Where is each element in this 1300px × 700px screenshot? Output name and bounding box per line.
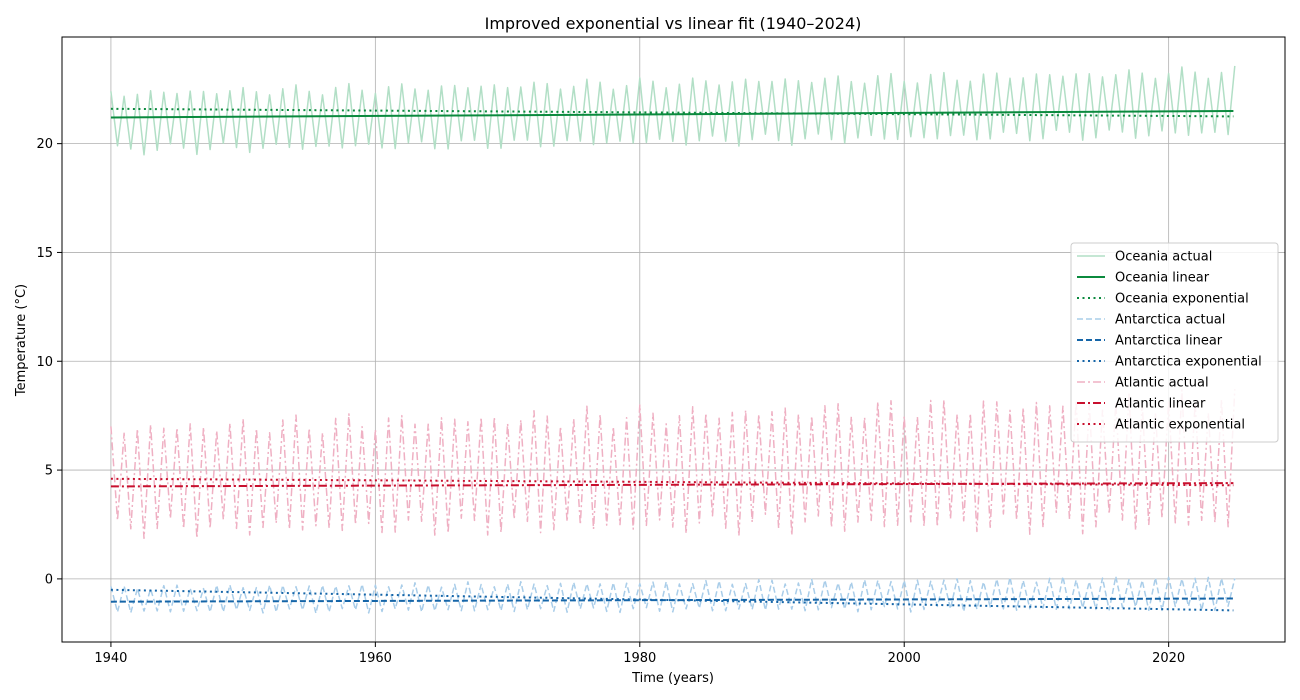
chart-title: Improved exponential vs linear fit (1940… xyxy=(485,14,862,33)
legend-label-atlantic-actual: Atlantic actual xyxy=(1115,376,1209,391)
x-tick-label: 1960 xyxy=(359,651,392,666)
y-tick-label: 0 xyxy=(45,572,53,587)
legend-label-oceania-exponential: Oceania exponential xyxy=(1115,292,1249,307)
y-tick-label: 15 xyxy=(36,246,53,261)
series-line-atlantic-exponential xyxy=(110,477,1234,487)
y-tick-label: 5 xyxy=(45,464,53,479)
legend-label-oceania-actual: Oceania actual xyxy=(1115,250,1212,265)
tick-layer: 1940 1960 1980 2000 2020 0 5 10 15 20 xyxy=(36,137,1185,666)
legend-label-atlantic-linear: Atlantic linear xyxy=(1115,397,1206,412)
x-tick-label: 2000 xyxy=(888,651,921,666)
series-line-antarctica-exponential xyxy=(110,588,1234,612)
x-axis-label: Time (years) xyxy=(631,671,714,686)
legend-label-antarctica-exponential: Antarctica exponential xyxy=(1115,355,1262,370)
legend-label-antarctica-actual: Antarctica actual xyxy=(1115,313,1225,328)
series-line-atlantic-actual xyxy=(110,389,1236,540)
series-line-antarctica-actual xyxy=(110,575,1236,614)
y-tick-label: 10 xyxy=(36,355,53,370)
series-layer xyxy=(110,65,1236,614)
x-tick-label: 1980 xyxy=(623,651,656,666)
y-tick-label: 20 xyxy=(36,137,53,152)
legend-label-antarctica-linear: Antarctica linear xyxy=(1115,334,1223,349)
legend-box xyxy=(1070,242,1279,443)
series-line-oceania-actual xyxy=(110,65,1236,156)
legend-label-oceania-linear: Oceania linear xyxy=(1115,271,1210,286)
series-line-oceania-linear xyxy=(110,110,1234,119)
y-axis-label: Temperature (°C) xyxy=(14,284,29,397)
x-tick-label: 2020 xyxy=(1152,651,1185,666)
legend: Oceania actual Oceania linear Oceania expo… xyxy=(1070,242,1279,443)
legend-label-atlantic-exponential: Atlantic exponential xyxy=(1115,418,1245,433)
x-tick-label: 1940 xyxy=(94,651,127,666)
series-line-oceania-exponential xyxy=(110,107,1234,118)
plot-frame xyxy=(61,36,1286,643)
